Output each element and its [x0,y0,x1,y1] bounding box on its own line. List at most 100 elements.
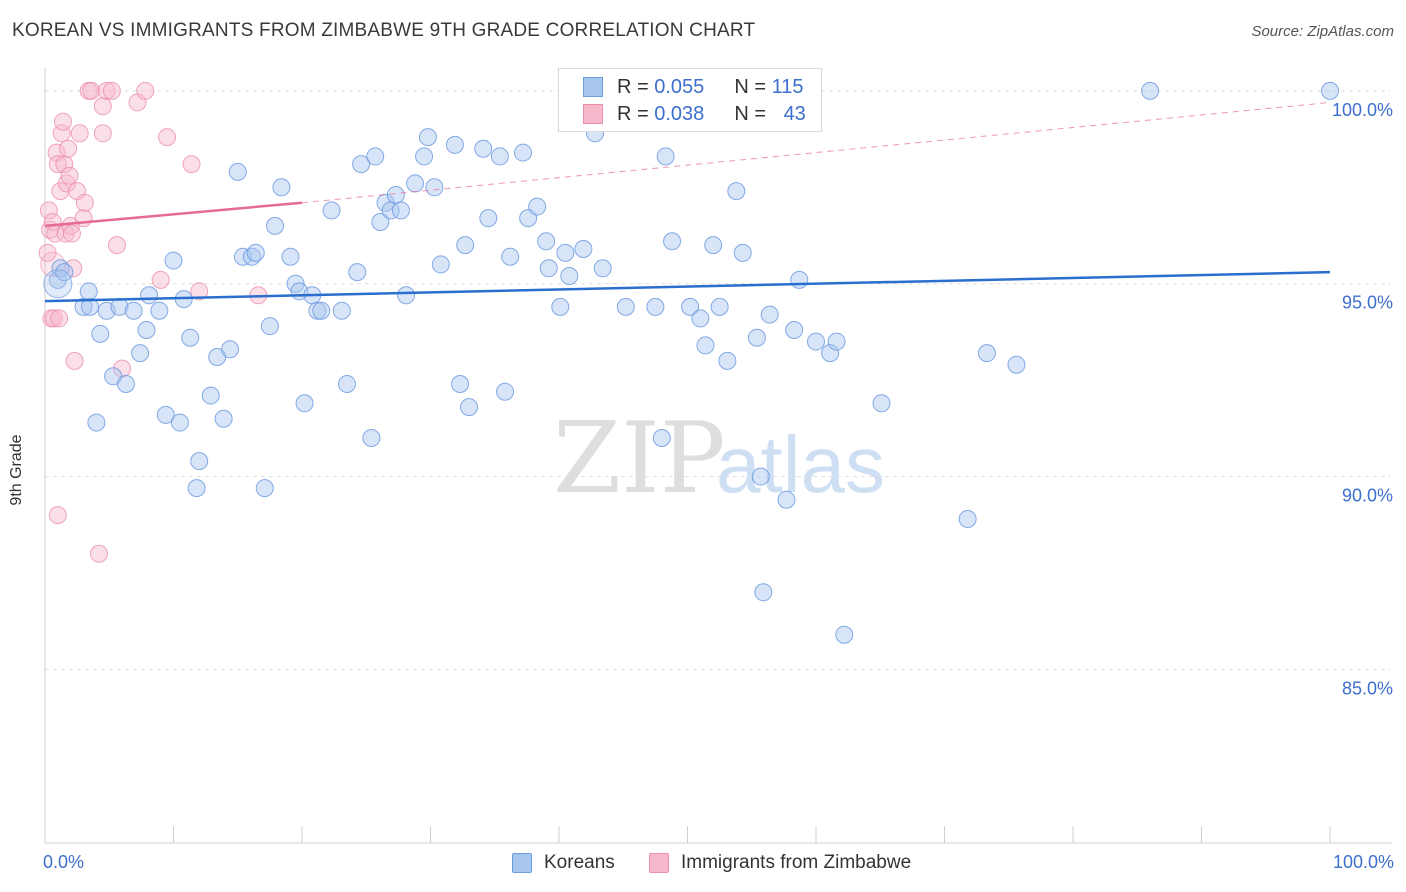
korean-point-cluster [43,269,73,299]
watermark-atlas: atlas [716,420,885,509]
zimbabwe-point [82,81,101,100]
korean-point [656,147,675,166]
korean-point [490,147,509,166]
korean-point [80,297,99,316]
korean-point [255,479,274,498]
korean-point [681,297,700,316]
korean-point [131,344,150,363]
korean-point [460,398,479,417]
legend-label-zimbabwe: Immigrants from Zimbabwe [681,852,912,873]
korean-point [425,178,444,197]
korean-point [150,301,169,320]
zimbabwe-point [60,166,79,185]
korean-point [445,135,464,154]
korean-point [431,255,450,274]
legend-row-zimbabwe: R = 0.038 N = 43 [583,101,806,127]
legend-item-koreans[interactable]: Koreans [512,852,615,874]
source-label: Source: ZipAtlas.com [1251,23,1394,40]
korean-point [479,209,498,228]
korean-point [807,332,825,351]
korean-point [785,321,804,339]
korean-point [116,375,135,393]
zimbabwe-point [158,128,177,147]
korean-point [214,409,233,428]
korean-point [1321,81,1339,100]
korean-point [91,324,110,343]
koreans-trend-line [44,270,1331,303]
legend-r-value-koreans: 0.055 [654,75,705,98]
korean-point [371,213,390,231]
korean-point [539,259,558,278]
zimbabwe-point [93,124,112,143]
korean-point [718,351,737,370]
zimbabwe-point [55,155,74,174]
korean-point [348,263,367,282]
korean-point [663,232,682,251]
koreans-points [43,81,1339,644]
korean-point [221,340,240,359]
zimbabwe-point [39,201,58,220]
korean-point [616,297,635,316]
legend-item-zimbabwe[interactable]: Immigrants from Zimbabwe [649,852,911,874]
korean-point [156,405,175,424]
y-tick-label: 85.0% [1342,678,1393,698]
korean-point [560,267,579,285]
y-tick-label: 95.0% [1342,293,1393,313]
zimbabwe-point [93,97,112,116]
korean-point [322,201,341,220]
zimbabwe-point [182,155,201,174]
korean-point [958,510,977,528]
zimbabwe-points [38,81,268,563]
zimbabwe-trend-line [44,201,303,228]
korean-point [835,625,854,644]
korean-point [710,297,729,316]
korean-point [190,452,209,471]
korean-point [501,247,520,266]
korean-point [733,243,752,262]
legend-row-koreans: R = 0.055 N = 115 [583,74,803,100]
korean-point [260,317,279,336]
zimbabwe-point [52,124,71,143]
korean-point [386,186,405,204]
korean-point [366,147,385,166]
zimbabwe-point [113,359,132,378]
korean-point [228,162,247,181]
korean-point [1141,81,1160,100]
watermark: ZIP atlas [553,402,885,516]
korean-point [1007,355,1026,374]
korean-point [164,251,183,270]
korean-point [751,467,770,486]
axes [44,68,1392,844]
stats-legend: R = 0.055 N = 115 R = 0.038 N = 43 [558,68,822,132]
zimbabwe-point [107,236,126,255]
legend-n-label: N = [734,102,772,125]
zimbabwe-point [65,351,84,370]
korean-point [537,232,556,251]
zimbabwe-point [64,259,83,278]
zimbabwe-point [59,139,78,158]
korean-point [308,301,327,320]
korean-point [872,394,891,413]
legend-swatch-zimbabwe [649,853,669,873]
zimbabwe-point [53,112,72,131]
legend-r-label: R = [617,75,655,98]
zimbabwe-point [44,309,63,328]
korean-point [415,147,434,166]
zimbabwe-point [102,81,121,100]
y-tick-labels: 85.0% 90.0% 95.0% 100.0% [1332,100,1393,699]
korean-point [337,375,356,393]
legend-r-label: R = [617,102,655,125]
legend-swatch-zimbabwe [583,104,603,124]
korean-point [397,286,416,305]
korean-point [777,490,796,509]
korean-point [514,143,533,162]
korean-point [977,344,996,363]
korean-point [821,344,840,363]
korean-point [754,583,773,602]
legend-n-label: N = [734,75,772,98]
legend-n-value-zimbabwe: 43 [783,102,806,125]
korean-point [55,263,74,282]
korean-point [79,282,98,301]
korean-point [281,247,300,266]
x-tick-100: 100.0% [1332,852,1394,872]
